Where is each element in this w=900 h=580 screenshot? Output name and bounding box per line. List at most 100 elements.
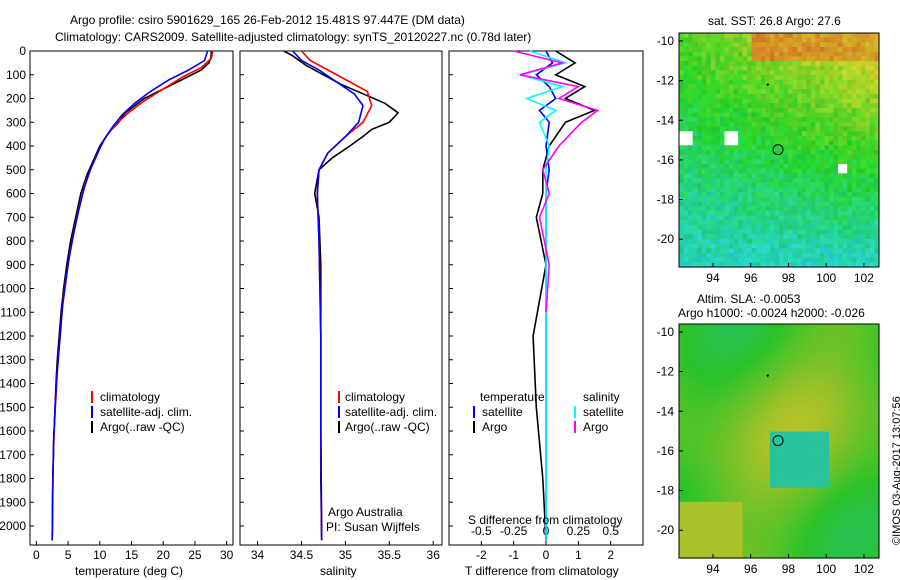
temperature-ytick-label: 1000: [0, 282, 26, 296]
sla-map-subtitle: Argo h1000: -0.0024 h2000: -0.026: [678, 306, 865, 320]
temperature-ytick-label: 1300: [0, 353, 26, 367]
temperature-xtick-label: 5: [65, 548, 72, 562]
temperature-xtick-label: 15: [125, 548, 139, 562]
temperature-ytick-label: 1600: [0, 424, 26, 438]
sst_map-argo-marker: [772, 144, 784, 156]
sla_map-ytick-label: -18: [657, 484, 675, 498]
diff-legend-header-salinity: salinity: [583, 390, 620, 404]
sla_map-xtick-label: 96: [744, 562, 758, 576]
temperature-xtick-label: 10: [93, 548, 107, 562]
sla_map-xtick-label: 94: [706, 562, 720, 576]
header-line-1: Argo profile: csiro 5901629_165 26-Feb-2…: [70, 13, 465, 27]
temperature-xtick-label: 20: [157, 548, 171, 562]
temperature-ytick-label: 700: [6, 210, 26, 224]
temperature-series-argo: [51, 50, 213, 541]
sst_map-xtick-label: 94: [706, 271, 720, 285]
sal-legend-argo: Argo(..raw -QC): [345, 420, 430, 434]
sst_map-ytick-label: -12: [657, 74, 675, 88]
temperature-ytick-label: 1700: [0, 448, 26, 462]
temperature-ytick-label: 300: [6, 115, 26, 129]
salinity-series-climatology: [300, 50, 373, 541]
difference-xtick-label: 0: [543, 548, 550, 562]
temperature-xtick-label: 30: [220, 548, 234, 562]
sla_map-ytick-label: -10: [657, 325, 675, 339]
sst_map-ytick-label: -10: [657, 34, 675, 48]
difference-stick-label: 0.25: [567, 524, 591, 538]
temperature-frame: [29, 50, 234, 546]
sal-legend-climatology: climatology: [345, 390, 406, 404]
temperature-ytick-label: 100: [6, 68, 26, 82]
salinity-xtick-label: 36: [427, 548, 441, 562]
salinity-xtick-label: 34: [251, 548, 265, 562]
difference-stick-label: 0.5: [602, 524, 619, 538]
sst_map-xtick-label: 102: [854, 271, 874, 285]
temperature-ytick-label: 1200: [0, 329, 26, 343]
diff-xlabel: T difference from climatology: [465, 564, 619, 578]
temperature-ytick-label: 1900: [0, 495, 26, 509]
diff-legend-sal-argo: Argo: [583, 420, 609, 434]
difference-xtick-label: 2: [607, 548, 614, 562]
temperature-ytick-label: 1800: [0, 472, 26, 486]
sla_map-cells: [679, 324, 880, 559]
diff-top-axis-label: S difference from climatology: [468, 513, 623, 527]
sst_map-ytick-label: -16: [657, 153, 675, 167]
sst_map-ytick-label: -14: [657, 113, 675, 127]
difference-stick-label: -0.5: [471, 524, 492, 538]
sst_map-frame: [678, 32, 880, 268]
sal-legend-satellite: satellite-adj. clim.: [345, 405, 438, 419]
sst_map-xtick-label: 96: [744, 271, 758, 285]
difference-series-salinity-satellite: [517, 50, 569, 541]
header-line-2: Climatology: CARS2009. Satellite-adjuste…: [55, 30, 532, 44]
sal-xlabel: salinity: [320, 564, 357, 578]
temperature-ytick-label: 900: [6, 258, 26, 272]
sst_map-xtick-label: 98: [782, 271, 796, 285]
diff-legend-temp-satellite: satellite: [482, 405, 523, 419]
temperature-ytick-label: 400: [6, 139, 26, 153]
sla_map-xtick-label: 100: [816, 562, 836, 576]
sla_map-ytick-label: -12: [657, 365, 675, 379]
salinity-xtick-label: 35: [339, 548, 353, 562]
sst_map-xtick-label: 100: [816, 271, 836, 285]
sst_map-ytick-label: -20: [657, 232, 675, 246]
sla_map-argo-marker: [772, 435, 784, 447]
sst_map-ytick-label: -18: [657, 193, 675, 207]
diff-legend-sal-satellite: satellite: [583, 405, 624, 419]
difference-xtick-label: -1: [508, 548, 519, 562]
sst-map-title: sat. SST: 26.8 Argo: 27.6: [708, 14, 841, 28]
salinity-frame: [239, 50, 443, 546]
sla_map-frame: [678, 323, 880, 559]
temperature-ytick-label: 1500: [0, 400, 26, 414]
salinity-series-satellite-adj-clim-: [292, 50, 364, 541]
sla_map-track-point: [766, 374, 769, 377]
temperature-ytick-label: 200: [6, 92, 26, 106]
salinity-xtick-label: 34.5: [290, 548, 314, 562]
temp-legend-argo: Argo(..raw -QC): [100, 420, 185, 434]
temperature-xtick-label: 25: [188, 548, 202, 562]
sst_map-cells: [679, 33, 880, 268]
sla_map-xtick-label: 98: [782, 562, 796, 576]
temperature-ytick-label: 1400: [0, 377, 26, 391]
difference-xtick-label: 1: [575, 548, 582, 562]
sla_map-ytick-label: -16: [657, 444, 675, 458]
salinity-series-argo: [283, 50, 400, 541]
sal-annotation-pi: PI: Susan Wijffels: [326, 520, 420, 534]
diff-legend-temp-argo: Argo: [482, 420, 508, 434]
sla_map-xtick-label: 102: [854, 562, 874, 576]
sla_map-ytick-label: -20: [657, 523, 675, 537]
difference-stick-label: -0.25: [500, 524, 528, 538]
temperature-xtick-label: 0: [33, 548, 40, 562]
sst_map-track-point: [766, 83, 769, 86]
temperature-series-satellite-adj-clim-: [51, 50, 209, 541]
temperature-ytick-label: 1100: [0, 305, 26, 319]
temperature-ytick-label: 600: [6, 187, 26, 201]
salinity-xtick-label: 35.5: [378, 548, 402, 562]
temperature-ytick-label: 800: [6, 234, 26, 248]
difference-series-salinity-argo: [513, 50, 600, 313]
sla_map-ytick-label: -14: [657, 404, 675, 418]
imos-credit: ©IMOS 03-Aug-2017 13:07:56: [891, 396, 900, 545]
temp-xlabel: temperature (deg C): [75, 564, 184, 578]
difference-series-temperature-argo: [532, 50, 597, 541]
temp-legend-climatology: climatology: [100, 390, 161, 404]
temperature-ytick-label: 500: [6, 163, 26, 177]
